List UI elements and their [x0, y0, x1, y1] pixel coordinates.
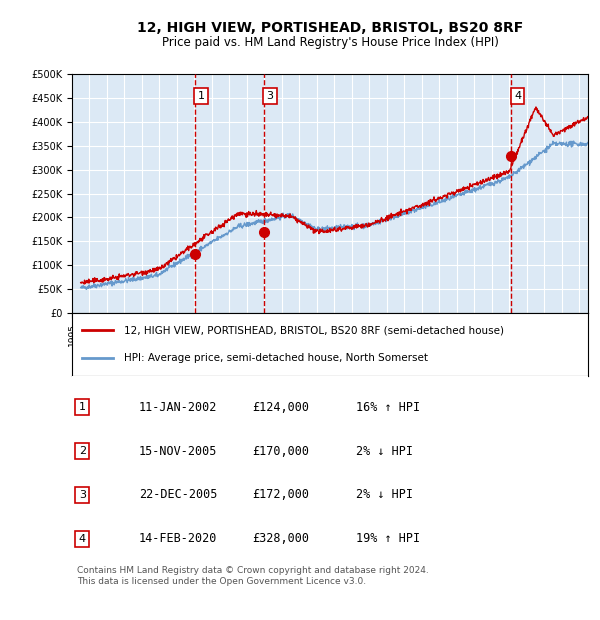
Text: £328,000: £328,000 — [253, 533, 310, 546]
Text: 12, HIGH VIEW, PORTISHEAD, BRISTOL, BS20 8RF: 12, HIGH VIEW, PORTISHEAD, BRISTOL, BS20… — [137, 21, 523, 35]
Text: 19% ↑ HPI: 19% ↑ HPI — [356, 533, 420, 546]
Text: Price paid vs. HM Land Registry's House Price Index (HPI): Price paid vs. HM Land Registry's House … — [161, 36, 499, 48]
Text: Contains HM Land Registry data © Crown copyright and database right 2024.
This d: Contains HM Land Registry data © Crown c… — [77, 566, 429, 586]
Text: £172,000: £172,000 — [253, 489, 310, 502]
Text: 22-DEC-2005: 22-DEC-2005 — [139, 489, 217, 502]
Text: 2% ↓ HPI: 2% ↓ HPI — [356, 489, 413, 502]
Text: 4: 4 — [79, 534, 86, 544]
Text: 2: 2 — [79, 446, 86, 456]
Text: 1: 1 — [79, 402, 86, 412]
Text: HPI: Average price, semi-detached house, North Somerset: HPI: Average price, semi-detached house,… — [124, 353, 428, 363]
Text: 1: 1 — [197, 91, 205, 101]
Text: 12, HIGH VIEW, PORTISHEAD, BRISTOL, BS20 8RF (semi-detached house): 12, HIGH VIEW, PORTISHEAD, BRISTOL, BS20… — [124, 326, 503, 335]
Text: 3: 3 — [266, 91, 274, 101]
Text: 14-FEB-2020: 14-FEB-2020 — [139, 533, 217, 546]
Text: £124,000: £124,000 — [253, 401, 310, 414]
Text: £170,000: £170,000 — [253, 445, 310, 458]
Text: 15-NOV-2005: 15-NOV-2005 — [139, 445, 217, 458]
Text: 3: 3 — [79, 490, 86, 500]
Text: 16% ↑ HPI: 16% ↑ HPI — [356, 401, 420, 414]
Text: 2% ↓ HPI: 2% ↓ HPI — [356, 445, 413, 458]
Text: 11-JAN-2002: 11-JAN-2002 — [139, 401, 217, 414]
Text: 4: 4 — [514, 91, 521, 101]
